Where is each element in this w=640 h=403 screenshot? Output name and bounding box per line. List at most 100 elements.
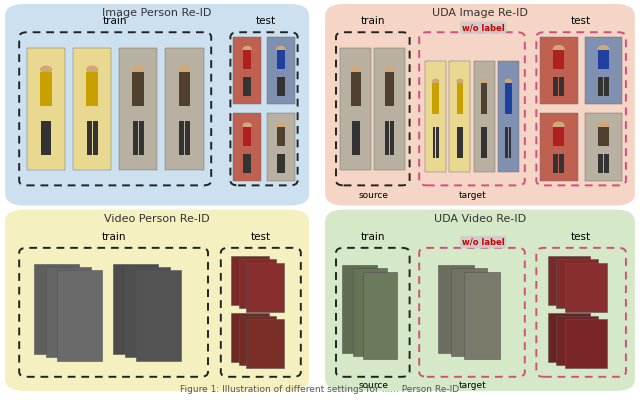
Circle shape [598,46,609,52]
Bar [233,113,261,181]
Bar [57,270,102,361]
Bar [598,50,609,69]
Bar [243,77,247,96]
Text: target: target [458,191,486,200]
Bar [276,50,285,69]
Bar [481,83,487,114]
Circle shape [598,122,609,129]
Bar [457,127,460,158]
Bar [233,37,261,104]
Text: train: train [361,232,385,242]
Bar [281,154,285,173]
Text: source: source [358,191,388,200]
Text: UDA Image Re-ID: UDA Image Re-ID [432,8,528,18]
Circle shape [457,79,463,83]
Bar [243,50,252,69]
Bar [179,121,184,156]
Bar [231,256,269,305]
Bar [557,316,598,365]
Text: w/o label: w/o label [462,23,504,32]
Bar [554,77,558,96]
Bar [540,37,577,104]
Bar [27,48,65,170]
Bar [559,154,564,173]
Text: train: train [102,232,126,242]
Bar [47,121,51,156]
Text: source: source [358,381,388,390]
Text: Image Person Re-ID: Image Person Re-ID [102,8,212,18]
Bar [564,320,607,368]
Circle shape [351,67,360,72]
Bar [564,263,607,312]
Circle shape [433,79,438,83]
Bar [276,127,285,146]
Text: train: train [103,16,127,26]
FancyBboxPatch shape [5,4,309,206]
Circle shape [179,66,189,73]
Bar [548,256,590,305]
Bar [132,72,144,106]
Bar [425,61,446,172]
Bar [390,121,394,156]
Bar [139,121,143,156]
Text: test: test [571,16,591,26]
Text: test: test [251,232,271,242]
Bar [340,48,371,170]
Bar [125,267,170,357]
Bar [436,127,438,158]
Bar [342,265,377,353]
Bar [86,72,98,106]
Bar [277,77,280,96]
Bar [498,61,519,172]
Bar [548,313,590,362]
Circle shape [506,79,511,83]
Bar [353,268,387,356]
Bar [248,77,251,96]
Bar [559,77,564,96]
Bar [433,127,435,158]
Bar [385,121,389,156]
Bar [243,154,247,173]
Bar [553,50,564,69]
Bar [457,83,463,114]
Bar [45,267,91,357]
Text: target: target [458,381,486,390]
Bar [374,48,405,170]
Bar [438,265,474,353]
Bar [351,72,360,106]
Bar [460,127,463,158]
Bar [351,121,356,156]
Bar [433,83,439,114]
Bar [179,72,190,106]
Bar [505,83,511,114]
Bar [40,72,52,106]
Bar [449,61,470,172]
Bar [165,48,204,170]
Bar [385,72,394,106]
Bar [356,121,360,156]
FancyBboxPatch shape [5,210,309,391]
Bar [585,113,622,181]
Bar [598,77,603,96]
Circle shape [87,66,97,73]
Bar [604,77,609,96]
Circle shape [243,123,251,128]
Bar [509,127,511,158]
Circle shape [277,123,285,128]
Bar [246,263,284,312]
Bar [451,268,487,356]
Bar [281,77,285,96]
Bar [73,48,111,170]
FancyBboxPatch shape [325,210,635,391]
Bar [248,154,251,173]
Bar [113,264,158,354]
Bar [557,260,598,308]
Bar [267,113,295,181]
Bar [41,121,45,156]
Text: test: test [255,16,276,26]
Circle shape [277,46,285,52]
Bar [277,154,280,173]
Text: UDA Video Re-ID: UDA Video Re-ID [434,214,526,224]
Bar [474,61,495,172]
Circle shape [554,122,564,129]
